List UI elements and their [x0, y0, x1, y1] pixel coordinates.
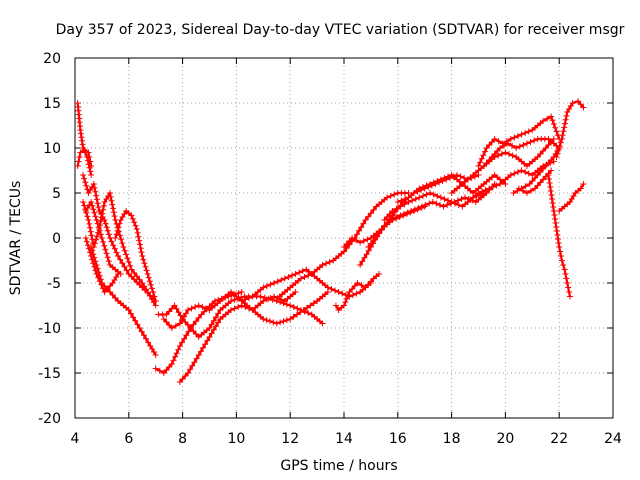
series-line	[334, 273, 380, 312]
plus-markers	[556, 181, 587, 214]
plus-markers	[74, 146, 95, 169]
series-track-22	[475, 113, 563, 169]
series-track-28	[553, 98, 587, 160]
series-track-29	[556, 181, 587, 214]
series-track-04	[80, 190, 159, 309]
axis-ticks	[74, 57, 614, 419]
plus-markers	[545, 172, 573, 300]
plus-markers	[82, 235, 122, 295]
plus-markers	[88, 244, 159, 358]
y-tick-label: 5	[52, 186, 61, 202]
x-tick-label: 8	[178, 431, 187, 447]
series-track-15	[332, 271, 382, 313]
plus-markers	[553, 98, 587, 160]
y-tick-label: 10	[43, 141, 61, 157]
series-line	[82, 174, 157, 302]
x-tick-label: 24	[604, 431, 622, 447]
y-tick-label: -10	[38, 321, 61, 337]
series-track-07	[82, 199, 124, 277]
chart-title: Day 357 of 2023, Sidereal Day-to-day VTE…	[56, 22, 625, 38]
series-track-12	[176, 289, 331, 385]
series-track-18	[365, 181, 498, 250]
series-track-03	[80, 172, 159, 304]
series-track-08	[112, 208, 159, 304]
plus-markers	[480, 136, 563, 169]
plus-markers	[475, 113, 563, 169]
series-track-24	[480, 136, 563, 169]
data-series	[74, 98, 587, 385]
y-tick-label: 20	[43, 51, 61, 67]
plus-markers	[80, 172, 159, 304]
plus-markers	[152, 289, 245, 376]
x-tick-label: 16	[389, 431, 407, 447]
plus-markers	[112, 208, 159, 304]
x-tick-label: 12	[281, 431, 299, 447]
series-line	[84, 200, 122, 275]
series-line	[555, 100, 585, 158]
plus-markers	[176, 289, 331, 385]
y-tick-label: -20	[38, 411, 61, 427]
y-tick-label: 15	[43, 96, 61, 112]
series-track-13	[238, 266, 374, 304]
y-tick-label: -5	[47, 276, 61, 292]
x-axis-label: GPS time / hours	[280, 458, 397, 474]
x-tick-label: 6	[124, 431, 133, 447]
grid-lines	[75, 58, 613, 418]
series-track-11	[152, 289, 245, 376]
x-tick-label: 4	[71, 431, 80, 447]
x-tick-label: 14	[335, 431, 353, 447]
plus-markers	[74, 100, 95, 178]
x-tick-label: 20	[496, 431, 514, 447]
y-tick-label: -15	[38, 366, 61, 382]
x-tick-label: 10	[227, 431, 245, 447]
series-track-02	[74, 146, 95, 169]
plus-markers	[80, 190, 159, 309]
series-track-27	[545, 172, 573, 300]
x-tick-label: 22	[550, 431, 568, 447]
x-tick-labels: 4 6 8 10 12 14 16 18 20 22 24	[71, 431, 622, 447]
plus-markers	[332, 271, 382, 313]
plus-markers	[365, 181, 498, 250]
series-track-01	[74, 100, 95, 178]
series-track-06	[88, 244, 159, 358]
plus-markers	[238, 266, 374, 304]
y-tick-label: 0	[52, 231, 61, 247]
y-tick-labels: -20 -15 -10 -5 0 5 10 15 20	[38, 51, 61, 427]
x-tick-label: 18	[443, 431, 461, 447]
plus-markers	[82, 199, 124, 277]
y-axis-label: SDTVAR / TECUs	[8, 181, 24, 296]
